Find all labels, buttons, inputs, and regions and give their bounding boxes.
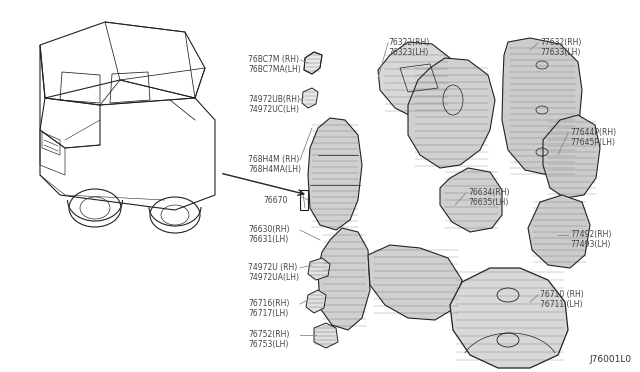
- Text: 76711 (LH): 76711 (LH): [540, 300, 582, 309]
- Text: 77632(RH): 77632(RH): [540, 38, 581, 47]
- Text: 74972UC(LH): 74972UC(LH): [248, 105, 299, 114]
- Polygon shape: [304, 52, 322, 74]
- Text: 76753(LH): 76753(LH): [248, 340, 289, 349]
- Text: 74972U (RH): 74972U (RH): [248, 263, 297, 272]
- Text: 74972UB(RH): 74972UB(RH): [248, 95, 300, 104]
- Text: 76717(LH): 76717(LH): [248, 309, 288, 318]
- Text: 76BC7MA(LH): 76BC7MA(LH): [248, 65, 301, 74]
- Text: 74972UA(LH): 74972UA(LH): [248, 273, 299, 282]
- Polygon shape: [368, 245, 462, 320]
- Text: 77644P(RH): 77644P(RH): [570, 128, 616, 137]
- Text: 76630(RH): 76630(RH): [248, 225, 289, 234]
- Polygon shape: [318, 228, 370, 330]
- Text: 76631(LH): 76631(LH): [248, 235, 288, 244]
- Text: 77645P(LH): 77645P(LH): [570, 138, 615, 147]
- Polygon shape: [528, 195, 590, 268]
- Text: 76752(RH): 76752(RH): [248, 330, 289, 339]
- Polygon shape: [502, 38, 582, 175]
- Text: 77493(LH): 77493(LH): [570, 240, 611, 249]
- Text: 76323(LH): 76323(LH): [388, 48, 428, 57]
- Text: 76710 (RH): 76710 (RH): [540, 290, 584, 299]
- Text: J76001L0: J76001L0: [590, 355, 632, 364]
- Polygon shape: [440, 168, 502, 232]
- Text: 768H4M (RH): 768H4M (RH): [248, 155, 300, 164]
- Text: 768H4MA(LH): 768H4MA(LH): [248, 165, 301, 174]
- Text: 76670: 76670: [263, 196, 287, 205]
- Polygon shape: [308, 258, 330, 280]
- Polygon shape: [308, 118, 362, 230]
- Text: 76322(RH): 76322(RH): [388, 38, 429, 47]
- Polygon shape: [314, 323, 338, 348]
- Text: 76BC7M (RH): 76BC7M (RH): [248, 55, 299, 64]
- Text: 76635(LH): 76635(LH): [468, 198, 508, 207]
- Polygon shape: [543, 115, 600, 198]
- Polygon shape: [450, 268, 568, 368]
- Text: 77633(LH): 77633(LH): [540, 48, 580, 57]
- Polygon shape: [302, 88, 318, 108]
- Polygon shape: [408, 58, 495, 168]
- Text: 76716(RH): 76716(RH): [248, 299, 289, 308]
- Polygon shape: [306, 290, 326, 313]
- Text: 76634(RH): 76634(RH): [468, 188, 509, 197]
- Polygon shape: [378, 42, 455, 118]
- Text: 77492(RH): 77492(RH): [570, 230, 611, 239]
